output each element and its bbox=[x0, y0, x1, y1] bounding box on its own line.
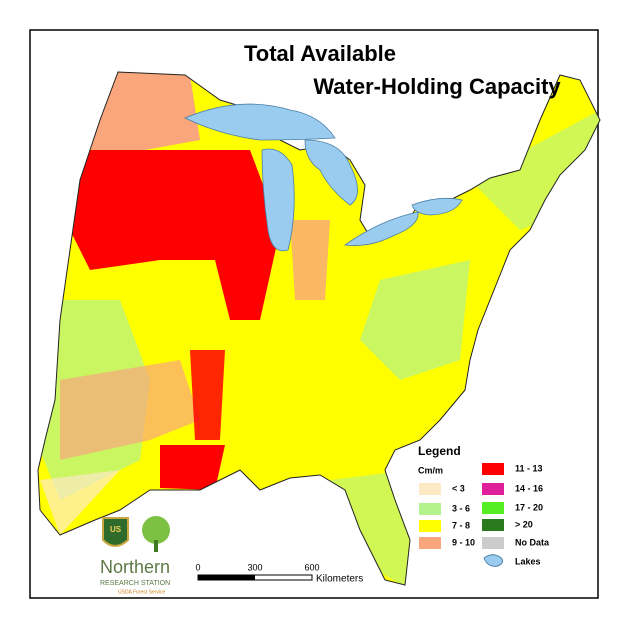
scale-tick-label: 0 bbox=[195, 562, 200, 572]
legend-title: Legend bbox=[418, 444, 461, 458]
legend-label: < 3 bbox=[452, 483, 465, 493]
scale-segment bbox=[198, 575, 255, 580]
legend-label: 17 - 20 bbox=[515, 502, 543, 512]
region bbox=[160, 445, 225, 490]
scale-unit: Kilometers bbox=[316, 574, 363, 585]
legend-label: 3 - 6 bbox=[452, 503, 470, 513]
legend-label: 11 - 13 bbox=[515, 463, 543, 473]
region bbox=[40, 470, 120, 535]
legend-swatch bbox=[482, 483, 504, 495]
legend-swatch bbox=[419, 483, 441, 495]
title: Water-Holding Capacity bbox=[313, 74, 561, 99]
legend-unit: Cm/m bbox=[418, 465, 443, 475]
region bbox=[360, 260, 470, 380]
lakes bbox=[184, 103, 463, 252]
legend-lake bbox=[483, 554, 504, 567]
region bbox=[90, 72, 200, 160]
scale-tick-label: 600 bbox=[304, 562, 319, 572]
svg-text:US: US bbox=[110, 525, 122, 534]
legend-swatch bbox=[419, 520, 441, 532]
legend-swatch bbox=[482, 463, 504, 475]
legend-swatch bbox=[482, 519, 504, 531]
legend-label: No Data bbox=[515, 537, 550, 547]
logo-station: RESEARCH STATION bbox=[100, 580, 170, 587]
region bbox=[70, 150, 280, 320]
region bbox=[190, 350, 225, 440]
legend-swatch bbox=[419, 503, 441, 515]
logo-name: Northern bbox=[100, 557, 170, 577]
title: Total Available bbox=[244, 41, 396, 66]
usfs-logo: US bbox=[102, 516, 170, 552]
legend-label: 9 - 10 bbox=[452, 537, 475, 547]
legend-label: 7 - 8 bbox=[452, 520, 470, 530]
legend-label: Lakes bbox=[515, 556, 541, 566]
legend-swatch bbox=[482, 537, 504, 549]
scale-bar: 0 300 600 Kilometers bbox=[195, 562, 363, 584]
scale-tick-label: 300 bbox=[247, 562, 262, 572]
legend-label: 14 - 16 bbox=[515, 483, 543, 493]
legend-swatch bbox=[419, 537, 441, 549]
legend: < 3 3 - 6 7 - 8 9 - 10 11 - 13 14 - 16 17 - 20… bbox=[419, 463, 550, 567]
legend-swatch bbox=[482, 502, 504, 514]
logo-agency: USDA Forest Service bbox=[118, 589, 165, 595]
region bbox=[290, 220, 330, 300]
legend-label: > 20 bbox=[515, 519, 533, 529]
region bbox=[330, 470, 410, 585]
region bbox=[60, 360, 200, 460]
